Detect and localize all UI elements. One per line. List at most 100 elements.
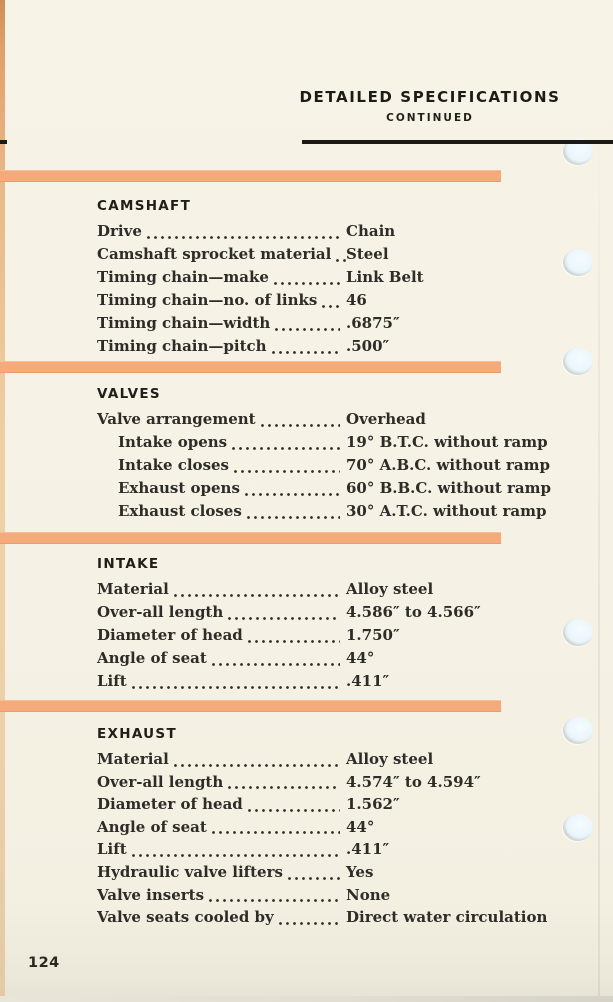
- spec-value: 19° B.T.C. without ramp: [346, 433, 548, 451]
- section-divider-bar: [0, 361, 501, 373]
- spec-row: Intake opens 19° B.T.C. without ramp: [97, 431, 607, 454]
- section-valves: VALVES Valve arrangement Overhead Intake …: [97, 387, 607, 523]
- spec-value: .500″: [346, 337, 390, 355]
- spec-row: Lift .411″: [97, 670, 607, 693]
- page-crease: [598, 120, 600, 1002]
- spec-value: Overhead: [346, 410, 426, 428]
- spec-label: Timing chain—width: [97, 314, 271, 332]
- section-heading: INTAKE: [97, 556, 160, 572]
- spec-row: Diameter of head 1.562″: [97, 793, 607, 816]
- spec-row: Material Alloy steel: [97, 578, 607, 601]
- spec-label: Material: [97, 580, 169, 598]
- dot-leader: [246, 516, 340, 519]
- section-heading: EXHAUST: [97, 726, 177, 742]
- dot-leader: [131, 853, 340, 857]
- dot-leader: [173, 763, 340, 767]
- spec-label: Over-all length: [97, 603, 224, 621]
- section-heading: CAMSHAFT: [97, 198, 192, 214]
- header-rule: [302, 140, 613, 144]
- dot-leader: [211, 663, 340, 666]
- dot-leader: [278, 921, 340, 925]
- spec-row: Exhaust opens 60° B.B.C. without ramp: [97, 477, 607, 500]
- punch-hole: [563, 249, 593, 276]
- dot-leader: [232, 447, 340, 450]
- spec-row: Valve seats cooled by Direct water circul…: [97, 906, 607, 929]
- header-rule-left-tick: [0, 140, 7, 144]
- spec-value: 44°: [346, 817, 375, 836]
- page-header: DETAILED SPECIFICATIONS CONTINUED: [280, 88, 580, 124]
- spec-value: Alloy steel: [346, 580, 434, 598]
- spec-label: Exhaust opens: [118, 479, 240, 497]
- spec-value: 4.574″ to 4.594″: [346, 772, 481, 791]
- spec-value: 70° A.B.C. without ramp: [346, 456, 550, 474]
- spec-label: Material: [97, 750, 169, 768]
- dot-leader: [234, 470, 340, 473]
- spec-row: Over-all length 4.586″ to 4.566″: [97, 601, 607, 624]
- spec-value: 1.750″: [346, 626, 400, 644]
- spec-row: Angle of seat 44°: [97, 816, 607, 839]
- spec-value: .411″: [346, 672, 390, 690]
- dot-leader: [209, 899, 340, 903]
- dot-leader: [260, 424, 340, 427]
- dot-leader: [247, 808, 340, 812]
- page-edge-strip: [0, 0, 5, 1002]
- spec-value: 60° B.B.C. without ramp: [346, 479, 552, 497]
- spec-value: 4.586″ to 4.566″: [346, 603, 481, 621]
- spec-value: None: [346, 885, 391, 904]
- spec-label: Valve arrangement: [97, 410, 256, 428]
- dot-leader: [244, 493, 340, 496]
- page-number: 124: [28, 955, 60, 971]
- dot-leader: [271, 351, 340, 354]
- spec-label: Hydraulic valve lifters: [97, 862, 283, 881]
- spec-label: Drive: [97, 222, 142, 240]
- spec-row: Material Alloy steel: [97, 748, 607, 771]
- spec-value: Steel: [346, 245, 389, 263]
- spec-row: Exhaust closes 30° A.T.C. without ramp: [97, 500, 607, 523]
- spec-value: Link Belt: [346, 268, 424, 286]
- spec-row: Valve arrangement Overhead: [97, 408, 607, 431]
- spec-row: Drive Chain: [97, 220, 607, 243]
- spec-label: Intake closes: [118, 456, 229, 474]
- spec-value: 44°: [346, 649, 375, 667]
- spec-value: .6875″: [346, 314, 400, 332]
- spec-row: Camshaft sprocket material Steel: [97, 243, 607, 266]
- spec-label: Valve seats cooled by: [97, 908, 274, 927]
- punch-hole: [563, 348, 593, 375]
- section-camshaft: CAMSHAFT Drive Chain Camshaft sprocket ma…: [97, 199, 607, 358]
- spec-label: Timing chain—pitch: [97, 337, 267, 355]
- spec-value: 30° A.T.C. without ramp: [346, 502, 547, 520]
- spec-row: Timing chain—pitch .500″: [97, 335, 607, 358]
- page-title: DETAILED SPECIFICATIONS: [299, 88, 561, 106]
- dot-leader: [336, 259, 347, 262]
- page-bottom-edge: [0, 996, 613, 1002]
- section-divider-bar: [0, 700, 501, 712]
- spec-label: Camshaft sprocket material: [97, 245, 332, 263]
- section-heading: VALVES: [97, 386, 161, 402]
- punch-hole: [563, 619, 593, 646]
- spec-row: Timing chain—width .6875″: [97, 312, 607, 335]
- spec-label: Valve inserts: [97, 885, 205, 904]
- spec-label: Lift: [97, 840, 127, 859]
- spec-label: Angle of seat: [97, 649, 207, 667]
- spec-value: 46: [346, 291, 367, 309]
- dot-leader: [131, 686, 340, 689]
- spec-label: Intake opens: [118, 433, 228, 451]
- dot-leader: [273, 282, 340, 285]
- section-divider-bar: [0, 170, 501, 182]
- dot-leader: [146, 236, 340, 239]
- spec-value: .411″: [346, 840, 390, 859]
- spec-label: Diameter of head: [97, 795, 243, 814]
- spec-label: Exhaust closes: [118, 502, 242, 520]
- section-divider-bar: [0, 532, 501, 544]
- spec-row: Timing chain—no. of links 46: [97, 289, 607, 312]
- dot-leader: [287, 876, 340, 880]
- spec-row: Timing chain—make Link Belt: [97, 266, 607, 289]
- spec-value: Alloy steel: [346, 750, 434, 768]
- spec-value: Yes: [346, 862, 374, 881]
- dot-leader: [322, 305, 340, 308]
- dot-leader: [228, 786, 340, 790]
- spec-row: Hydraulic valve lifters Yes: [97, 861, 607, 884]
- spec-label: Timing chain—no. of links: [97, 291, 318, 309]
- section-exhaust: EXHAUST Material Alloy steel Over-all len…: [97, 727, 607, 929]
